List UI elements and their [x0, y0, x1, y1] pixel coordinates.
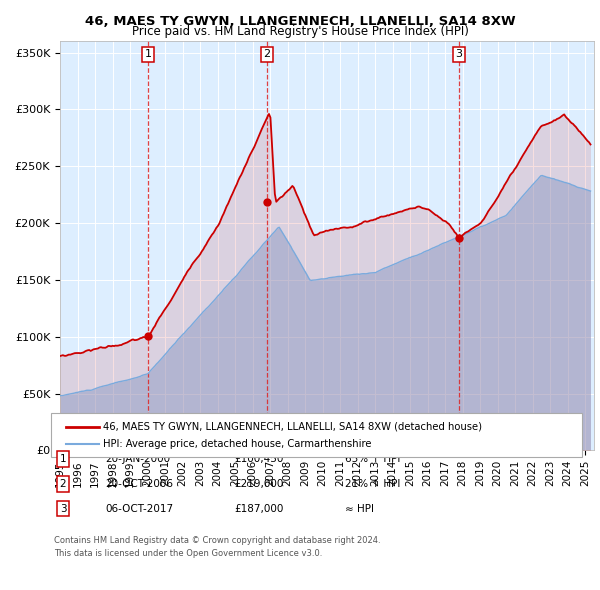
- Text: 46, MAES TY GWYN, LLANGENNECH, LLANELLI, SA14 8XW: 46, MAES TY GWYN, LLANGENNECH, LLANELLI,…: [85, 15, 515, 28]
- Text: 65% ↑ HPI: 65% ↑ HPI: [345, 454, 400, 464]
- Text: Price paid vs. HM Land Registry's House Price Index (HPI): Price paid vs. HM Land Registry's House …: [131, 25, 469, 38]
- Text: £219,000: £219,000: [234, 479, 283, 489]
- Text: 2: 2: [263, 50, 270, 60]
- Text: 3: 3: [59, 504, 67, 513]
- Text: 1: 1: [145, 50, 152, 60]
- Text: 06-OCT-2017: 06-OCT-2017: [105, 504, 173, 513]
- Text: 46, MAES TY GWYN, LLANGENNECH, LLANELLI, SA14 8XW (detached house): 46, MAES TY GWYN, LLANGENNECH, LLANELLI,…: [103, 422, 482, 432]
- Text: 3: 3: [455, 50, 462, 60]
- Text: Contains HM Land Registry data © Crown copyright and database right 2024.: Contains HM Land Registry data © Crown c…: [54, 536, 380, 545]
- Text: £100,450: £100,450: [234, 454, 283, 464]
- Text: 21% ↑ HPI: 21% ↑ HPI: [345, 479, 400, 489]
- Text: 20-OCT-2006: 20-OCT-2006: [105, 479, 173, 489]
- Text: 2: 2: [59, 479, 67, 489]
- Text: ≈ HPI: ≈ HPI: [345, 504, 374, 513]
- Text: 1: 1: [59, 454, 67, 464]
- Text: HPI: Average price, detached house, Carmarthenshire: HPI: Average price, detached house, Carm…: [103, 438, 372, 448]
- Text: £187,000: £187,000: [234, 504, 283, 513]
- Text: 20-JAN-2000: 20-JAN-2000: [105, 454, 170, 464]
- Text: This data is licensed under the Open Government Licence v3.0.: This data is licensed under the Open Gov…: [54, 549, 322, 558]
